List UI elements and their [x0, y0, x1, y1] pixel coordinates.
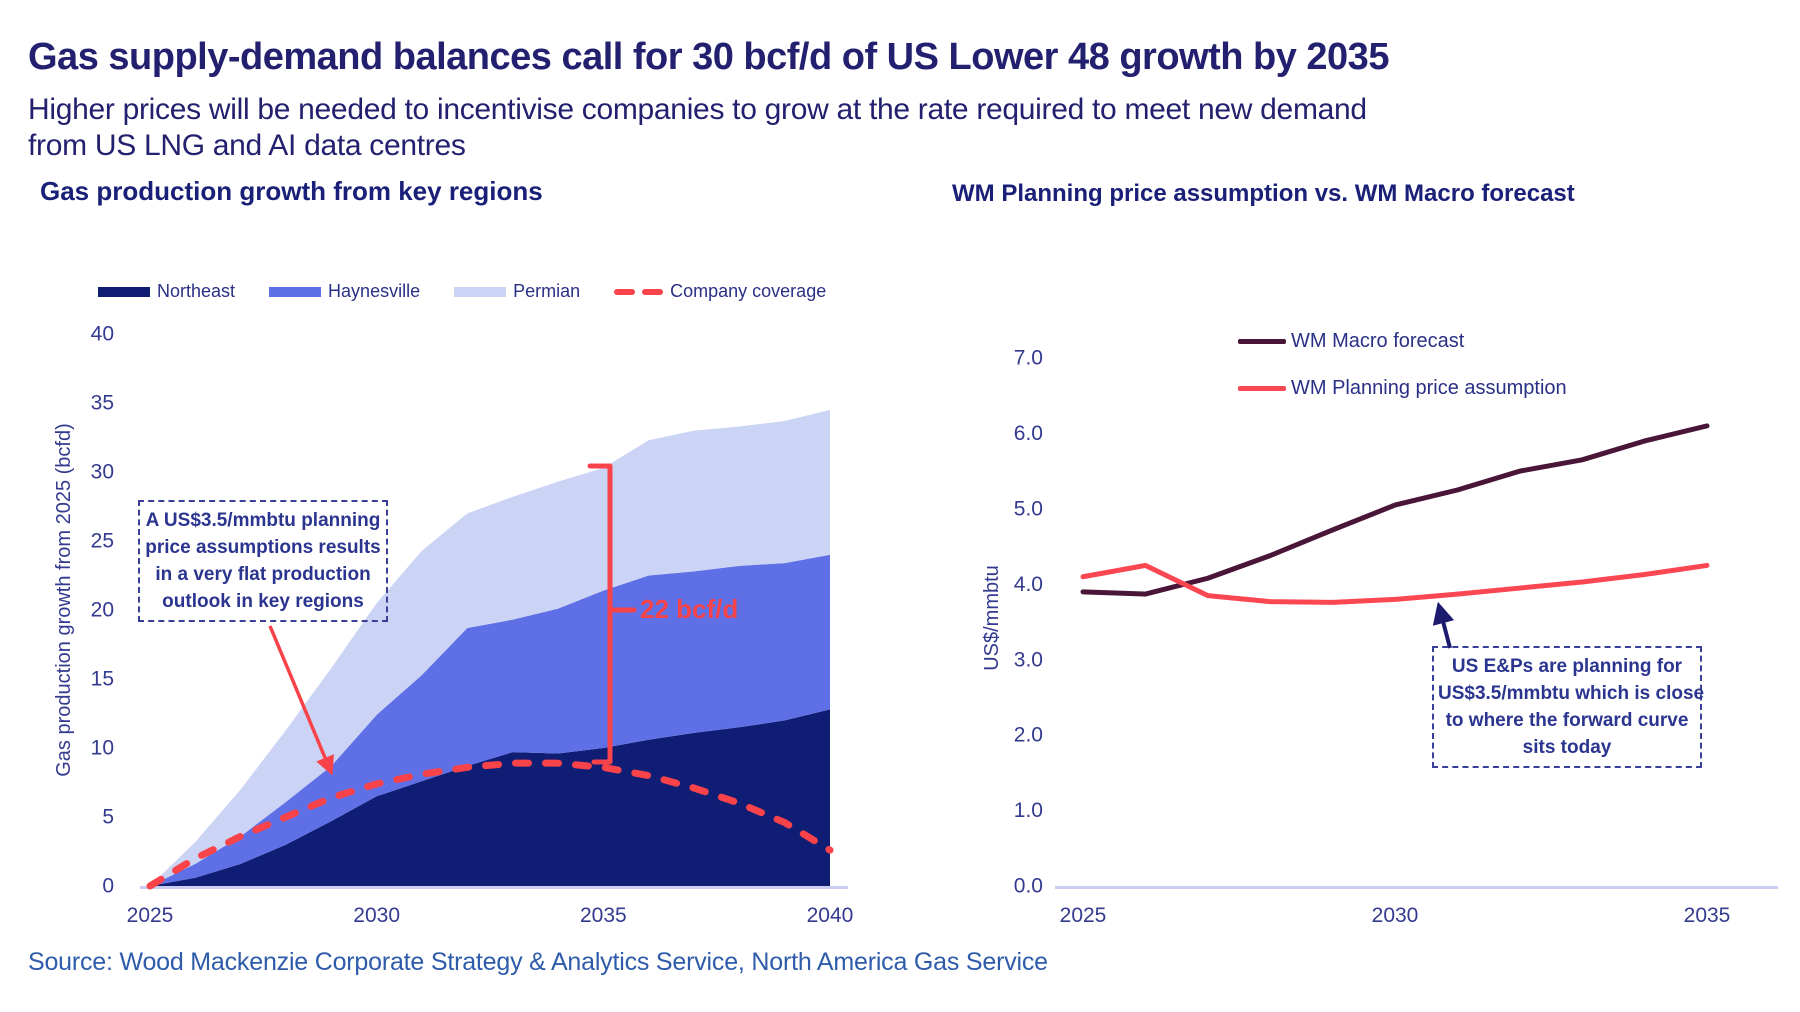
svg-text:15: 15 [91, 668, 114, 691]
subtitle-line-2: from US LNG and AI data centres [28, 129, 466, 162]
annotation-line: A US$3.5/mmbtu planning [145, 510, 381, 531]
legend-item-company-coverage: Company coverage [614, 281, 826, 302]
annotation-line: US E&Ps are planning for [1451, 656, 1683, 677]
svg-text:25: 25 [91, 530, 114, 553]
legend-label: WM Planning price assumption [1291, 377, 1567, 399]
svg-text:US$/mmbtu: US$/mmbtu [981, 565, 1003, 671]
permian-swatch [454, 286, 507, 297]
svg-text:6.0: 6.0 [1014, 422, 1043, 445]
price-chart-title: WM Planning price assumption vs. WM Macr… [952, 180, 1575, 207]
svg-text:1.0: 1.0 [1014, 799, 1043, 822]
svg-text:0.0: 0.0 [1014, 875, 1043, 898]
company-coverage-swatch [614, 288, 664, 295]
page-title: Gas supply-demand balances call for 30 b… [28, 36, 1389, 78]
legend-item-northeast: Northeast [98, 281, 235, 302]
price-canvas: 0.0 1.0 2.0 3.0 4.0 5.0 6.0 7.0 2025 2030 2035 US$/… [981, 347, 1778, 927]
svg-text:35: 35 [91, 392, 114, 415]
legend-item-wm-planning: WM Planning price assumption [1238, 377, 1567, 400]
annotation-arrow-navy [1432, 601, 1455, 649]
production-legend: Northeast Haynesville Permian Company co… [98, 281, 826, 302]
legend-label: Northeast [157, 281, 236, 301]
annotation-arrow-red [268, 625, 334, 776]
legend-item-haynesville: Haynesville [269, 281, 420, 302]
svg-text:7.0: 7.0 [1014, 347, 1043, 370]
svg-text:2025: 2025 [127, 904, 174, 927]
svg-text:40: 40 [91, 323, 114, 346]
svg-text:5.0: 5.0 [1014, 497, 1043, 520]
svg-text:Gas production growth from 202: Gas production growth from 2025 (bcfd) [53, 423, 75, 777]
production-chart-title: Gas production growth from key regions [40, 176, 543, 206]
svg-text:3.0: 3.0 [1014, 648, 1043, 671]
price-annotation: US E&Ps are planning for US$3.5/mmbtu wh… [1432, 646, 1705, 768]
legend-item-wm-macro: WM Macro forecast [1238, 330, 1464, 353]
bracket-label: 22 bcf/d [640, 594, 738, 624]
annotation-line: in a very flat production [155, 564, 371, 585]
page-subtitle: Higher prices will be needed to incentiv… [28, 92, 1367, 164]
legend-label: Permian [513, 281, 581, 301]
legend-label: WM Macro forecast [1291, 330, 1465, 352]
svg-text:20: 20 [91, 599, 114, 622]
legend-item-permian: Permian [454, 281, 580, 302]
annotation-line: US$3.5/mmbtu which is close [1438, 683, 1705, 704]
annotation-line: price assumptions results [145, 537, 381, 558]
svg-text:0: 0 [102, 875, 114, 898]
svg-text:30: 30 [91, 461, 114, 484]
source-text: Source: Wood Mackenzie Corporate Strateg… [28, 948, 1048, 976]
legend-label: Haynesville [328, 281, 421, 301]
svg-text:2025: 2025 [1060, 904, 1107, 927]
northeast-swatch [98, 286, 150, 297]
annotation-line: to where the forward curve [1445, 710, 1689, 731]
legend-label: Company coverage [670, 281, 827, 301]
svg-text:2030: 2030 [353, 904, 400, 927]
svg-text:2035: 2035 [1684, 904, 1731, 927]
svg-text:4.0: 4.0 [1014, 573, 1043, 596]
price-chart: 0.0 1.0 2.0 3.0 4.0 5.0 6.0 7.0 2025 2030 2035 US$/… [981, 347, 1778, 927]
wm-macro-swatch [1238, 339, 1286, 344]
haynesville-swatch [269, 286, 322, 297]
svg-text:5: 5 [102, 806, 114, 829]
svg-text:2030: 2030 [1372, 904, 1419, 927]
wm-planning-swatch [1238, 386, 1286, 391]
svg-text:2040: 2040 [807, 904, 854, 927]
annotation-line: sits today [1522, 737, 1612, 758]
svg-text:2.0: 2.0 [1014, 724, 1043, 747]
production-annotation: A US$3.5/mmbtu planning price assumption… [138, 500, 388, 622]
subtitle-line-1: Higher prices will be needed to incentiv… [28, 93, 1367, 126]
annotation-line: outlook in key regions [162, 591, 364, 612]
svg-text:10: 10 [91, 737, 114, 760]
svg-text:2035: 2035 [580, 904, 627, 927]
